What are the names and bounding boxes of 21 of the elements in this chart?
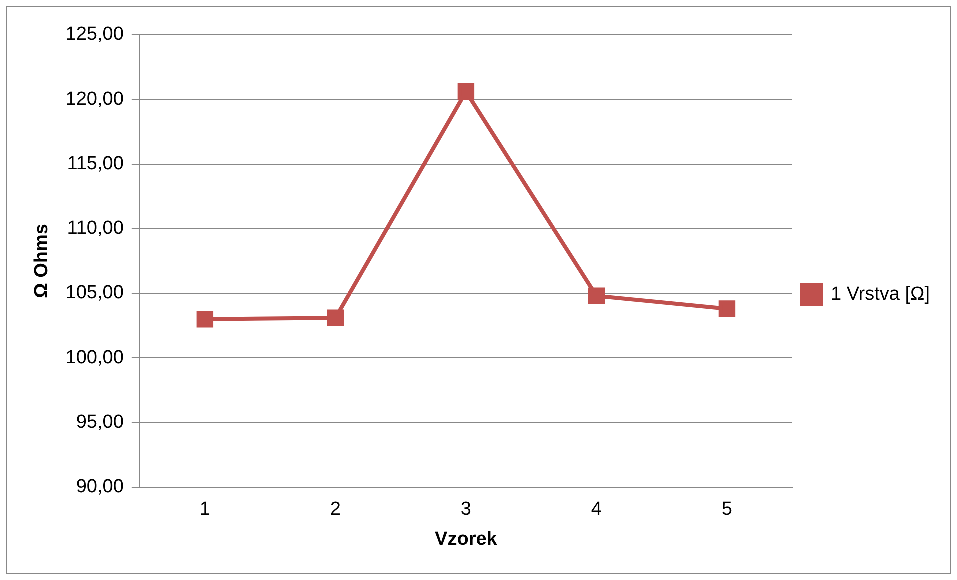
point	[196, 311, 214, 328]
y-tick-label: 110,00	[67, 218, 124, 240]
x-axis-title: Vzorek	[435, 528, 498, 550]
y-tick-label: 95,00	[76, 412, 124, 434]
legend-label: 1 Vrstva [Ω]	[830, 284, 930, 306]
point	[458, 84, 475, 100]
y-axis-title: Ω Ohms	[32, 224, 53, 298]
y-tick-label: 105,00	[66, 282, 124, 304]
y-tick-label: 120,00	[66, 88, 124, 110]
y-tick-label: 90,00	[76, 476, 124, 498]
point	[588, 288, 606, 304]
y-tick-label: 125,00	[66, 24, 124, 46]
y-tick-label: 115,00	[67, 153, 124, 174]
x-tick-label: 1	[200, 499, 210, 520]
x-tick-label: 3	[460, 499, 472, 520]
point	[327, 310, 344, 326]
point	[718, 300, 736, 318]
y-tick-label: 100,00	[66, 347, 124, 368]
x-tick-label: 5	[722, 499, 733, 520]
x-tick-label: 2	[330, 499, 341, 520]
x-tick-label: 4	[591, 499, 602, 520]
